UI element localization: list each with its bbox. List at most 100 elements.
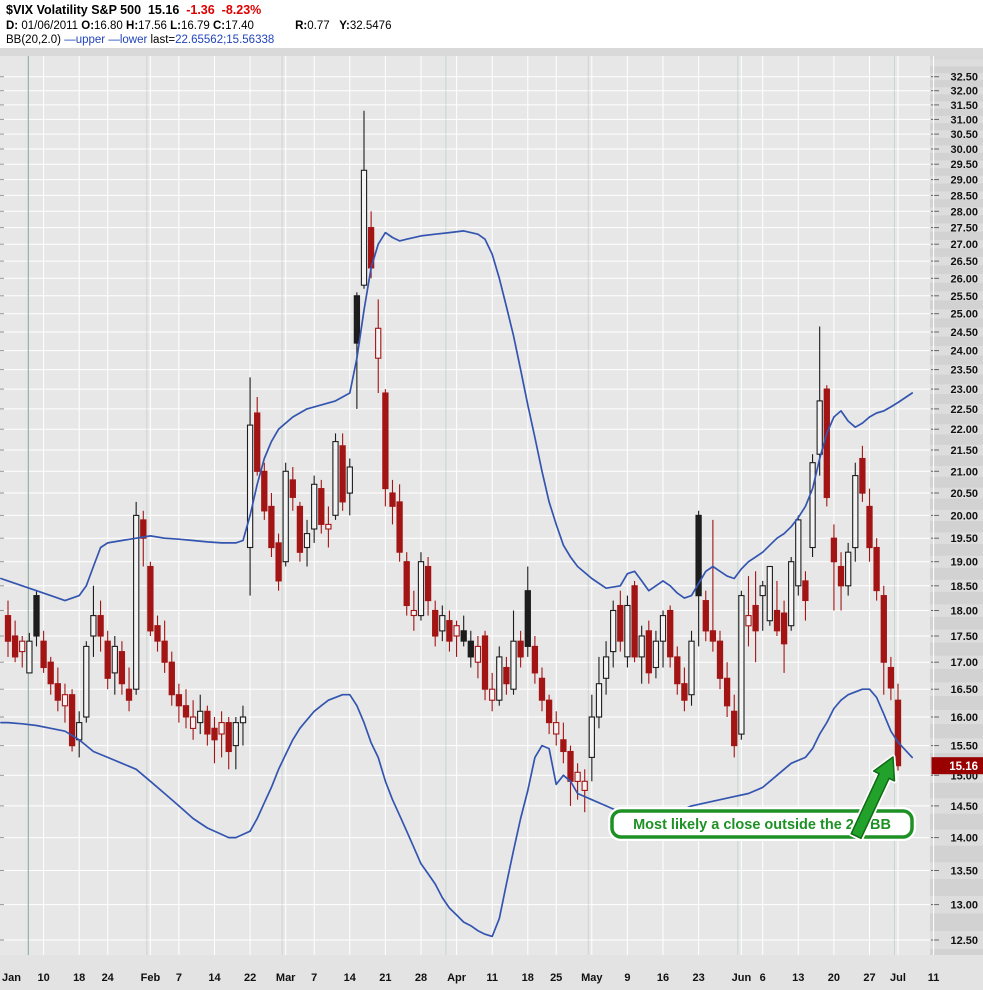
gutter-stripe xyxy=(930,318,983,328)
gutter-stripe xyxy=(930,168,983,176)
y-tick-label: 21.00 xyxy=(950,466,978,478)
candle-body xyxy=(745,615,752,627)
gutter-stripe xyxy=(930,476,983,488)
x-tick-label: 14 xyxy=(208,972,221,984)
candle-body xyxy=(481,635,489,690)
candle-body xyxy=(837,565,845,587)
bb-last-label: last= xyxy=(150,34,176,46)
x-tick-label: 6 xyxy=(760,972,766,984)
gutter-stripe xyxy=(930,498,983,510)
candle-body xyxy=(802,580,809,602)
candle-body xyxy=(602,656,610,679)
gutter-stripe xyxy=(930,282,983,292)
gutter-stripe xyxy=(930,291,983,301)
candle-body xyxy=(161,640,168,663)
x-tick-label: Mar xyxy=(276,972,296,984)
gutter-stripe xyxy=(930,655,983,669)
candle-body xyxy=(19,640,26,653)
y-tick-label: 24.00 xyxy=(950,346,978,358)
candle-body xyxy=(538,677,546,701)
last-price-tag-text: 15.16 xyxy=(949,761,978,773)
y-tick-label: 19.50 xyxy=(950,533,978,545)
candle-body xyxy=(830,537,838,563)
candle-body xyxy=(11,635,19,658)
candle-body xyxy=(339,445,346,503)
candle-body xyxy=(880,595,887,663)
candle-body xyxy=(702,600,709,632)
gutter-stripe xyxy=(930,80,983,88)
ohlc-line: D: 01/06/2011 O:16.80 H:17.56 L:16.79 C:… xyxy=(6,20,391,32)
candle-body xyxy=(118,651,126,685)
y-tick-label: 15.50 xyxy=(950,741,978,753)
range-label: R: xyxy=(295,20,308,32)
x-tick-label: 24 xyxy=(102,972,115,984)
gutter-stripe xyxy=(930,115,983,124)
candle-body xyxy=(54,683,61,701)
gutter-stripe xyxy=(930,782,983,799)
y-tick-label: 24.50 xyxy=(950,327,978,339)
candle-body xyxy=(823,388,830,499)
candle-body xyxy=(688,640,695,696)
y-tick-label: 20.50 xyxy=(950,488,978,500)
candle-body xyxy=(246,424,254,549)
candle-body xyxy=(303,533,311,549)
gutter-stripe xyxy=(930,191,983,200)
indicator-line: BB(20,2.0) —upper —lower last=22.65562;1… xyxy=(6,34,274,46)
y-tick-label: 31.00 xyxy=(950,114,978,126)
x-tick-label: 16 xyxy=(657,972,669,984)
candle-body xyxy=(595,683,603,718)
candle-body xyxy=(873,546,880,592)
candle-body xyxy=(474,645,482,663)
x-tick-label: 13 xyxy=(792,972,804,984)
candle-body xyxy=(716,640,724,679)
candle-body xyxy=(61,694,69,707)
candle-body xyxy=(382,392,389,490)
low-value: 16.79 xyxy=(181,20,210,32)
candle-body xyxy=(453,625,460,637)
candle-body xyxy=(567,750,574,782)
gutter-stripe xyxy=(930,183,983,192)
gutter-stripe xyxy=(930,73,983,81)
x-tick-label: 11 xyxy=(486,972,498,984)
candle-body xyxy=(268,505,275,549)
gutter-stripe xyxy=(930,256,983,266)
gutter-stripe xyxy=(930,949,983,955)
high-value: 17.56 xyxy=(138,20,167,32)
candle-body xyxy=(389,492,396,507)
candle-body xyxy=(40,640,47,669)
bb-indicator-label: BB(20,2.0) xyxy=(6,34,61,46)
candle-body xyxy=(752,604,759,632)
x-tick-label: 7 xyxy=(311,972,317,984)
x-tick-label: 18 xyxy=(522,972,534,984)
gutter-stripe xyxy=(930,300,983,310)
high-label: H: xyxy=(126,20,139,32)
x-tick-label: 14 xyxy=(344,972,357,984)
candle-body xyxy=(189,716,197,729)
candle-body xyxy=(788,561,795,627)
close-value: 17.40 xyxy=(225,20,254,32)
candle-body xyxy=(674,656,681,685)
y-tick-label: 14.50 xyxy=(950,801,978,813)
y-tick-label: 14.00 xyxy=(950,833,978,845)
x-tick-label: 28 xyxy=(415,972,427,984)
x-tick-label: 27 xyxy=(863,972,875,984)
price-change: -1.36 xyxy=(186,3,215,17)
candle-body xyxy=(168,661,175,696)
candle-body xyxy=(254,412,261,472)
candle-body xyxy=(503,666,510,685)
gutter-stripe xyxy=(930,384,983,394)
gutter-stripe xyxy=(930,579,983,592)
candle-body xyxy=(731,710,738,747)
candle-body xyxy=(667,609,674,658)
candle-body xyxy=(780,612,788,645)
gutter-stripe xyxy=(930,813,983,830)
candle-body xyxy=(211,727,218,741)
x-axis-labels: Jan 10 18 24 Feb 7 14 22 Mar 7 14 21 28 Apr 11 18 25 May 9… xyxy=(2,972,939,984)
candle-body xyxy=(353,295,361,344)
gutter-stripe xyxy=(930,345,983,356)
candle-body xyxy=(852,475,859,549)
candle-body xyxy=(83,645,90,718)
candle-body xyxy=(410,609,417,617)
gutter-stripe xyxy=(930,248,983,257)
